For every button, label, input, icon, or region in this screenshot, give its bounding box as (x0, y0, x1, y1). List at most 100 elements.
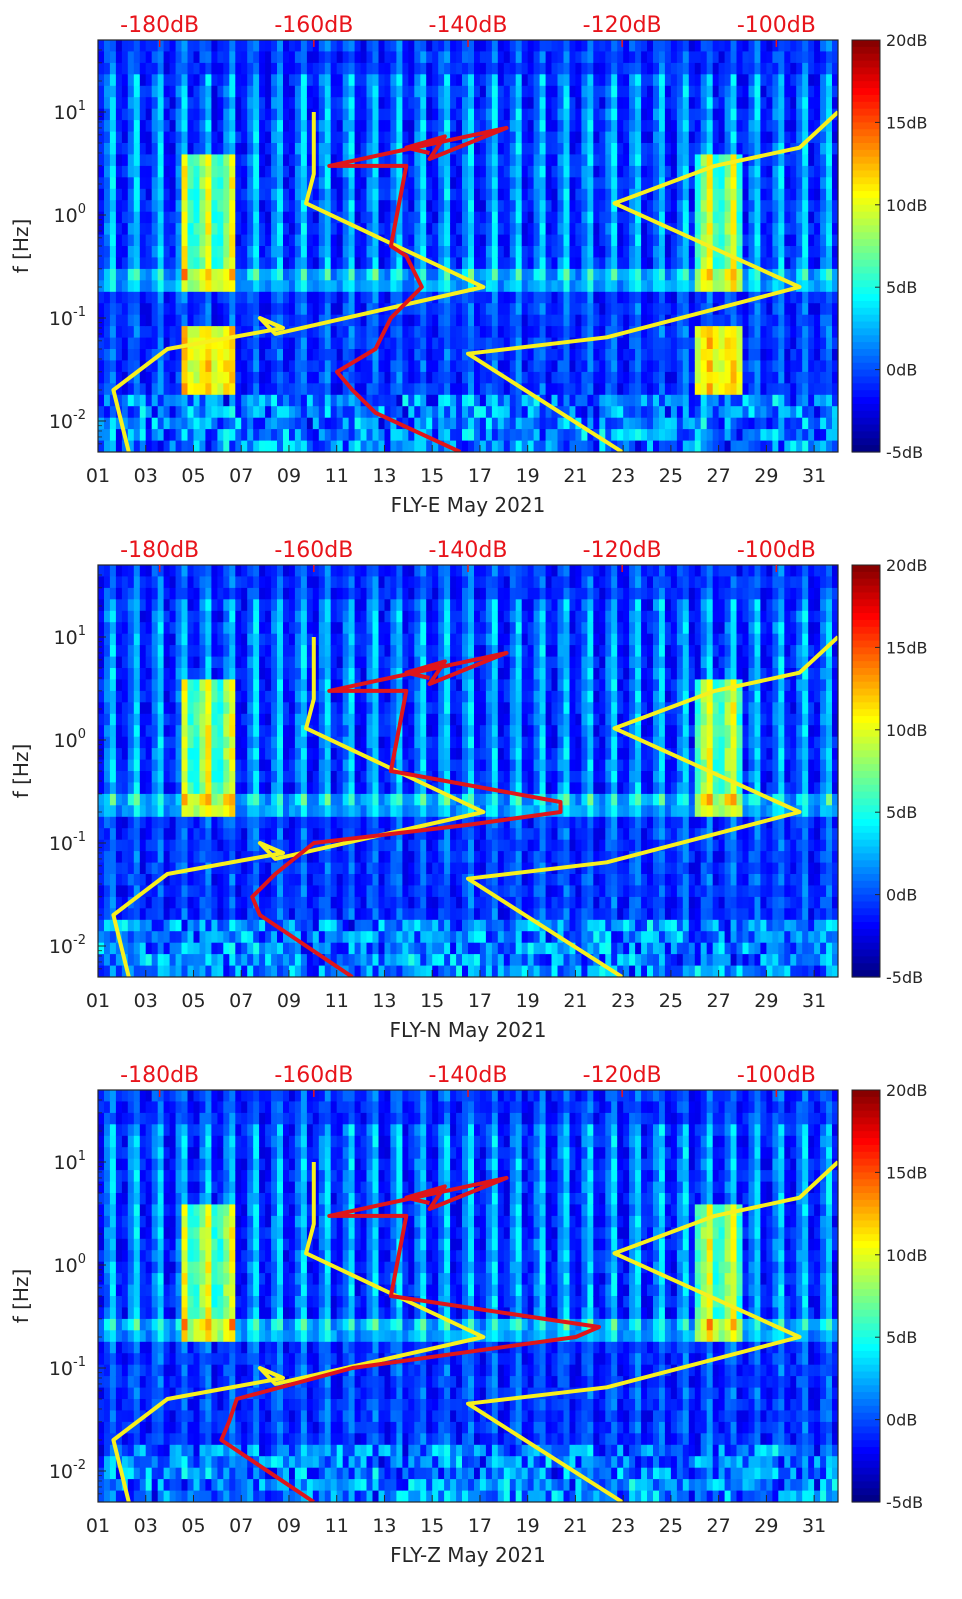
top-axis-label: -160dB (274, 538, 353, 563)
y-axis-title: f [Hz] (9, 744, 33, 799)
x-tick-label: 23 (611, 465, 635, 487)
panel-fly-e: 01 03 05 07 09 11 13 15 17 19 21 23 25 27 29 31 FLY-E Ma… (9, 13, 928, 517)
x-axis-title: FLY-N May 2021 (390, 1018, 547, 1042)
x-tick-label: 19 (516, 990, 540, 1012)
y-tick-label: 10-2 (49, 933, 86, 958)
x-tick-label: 17 (468, 465, 492, 487)
noise-model-curve-low (111, 1162, 486, 1502)
y-tick-label: 10-1 (49, 830, 86, 855)
colorbar-tick-label: 15dB (886, 1163, 928, 1182)
x-tick-label: 03 (134, 465, 158, 487)
top-axis-label: -120dB (583, 13, 662, 38)
x-tick-label: 31 (802, 1515, 826, 1537)
x-tick-label: 09 (277, 990, 301, 1012)
x-tick-label: 17 (468, 990, 492, 1012)
top-axis-label: -140dB (429, 538, 508, 563)
top-axis-label: -160dB (274, 1063, 353, 1088)
y-tick-label: 10-2 (49, 1458, 86, 1483)
x-tick-label: 27 (707, 465, 731, 487)
top-axis-label: -180dB (120, 13, 199, 38)
x-tick-label: 29 (754, 1515, 778, 1537)
x-tick-label: 13 (372, 1515, 396, 1537)
x-tick-label: 29 (754, 465, 778, 487)
colorbar-frame (851, 39, 881, 453)
x-tick-label: 19 (516, 465, 540, 487)
x-tick-label: 01 (86, 465, 110, 487)
x-tick-label: 23 (611, 990, 635, 1012)
colorbar-tick-label: -5dB (886, 1493, 923, 1512)
colorbar-tick-label: 5dB (886, 278, 917, 297)
colorbar: 20dB 15dB 10dB 5dB 0dB -5dB (851, 31, 928, 462)
x-tick-label: 11 (325, 1515, 349, 1537)
x-tick-label: 25 (659, 990, 683, 1012)
panel-fly-z: 01 03 05 07 09 11 13 15 17 19 21 23 25 27 29 31 FLY-Z Ma… (9, 1063, 928, 1567)
colorbar-tick-label: -5dB (886, 968, 923, 987)
y-axis-title: f [Hz] (9, 219, 33, 274)
x-tick-label: 11 (325, 465, 349, 487)
x-tick-label: 03 (134, 1515, 158, 1537)
top-axis-label: -160dB (274, 13, 353, 38)
colorbar-tick-label: 20dB (886, 31, 928, 50)
x-tick-label: 17 (468, 1515, 492, 1537)
colorbar-tick-label: 20dB (886, 1081, 928, 1100)
top-axis-label: -100dB (737, 538, 816, 563)
colorbar-frame (851, 1089, 881, 1503)
x-tick-label: 13 (372, 465, 396, 487)
x-tick-label: 19 (516, 1515, 540, 1537)
noise-model-curve-high (466, 1160, 838, 1502)
psd-curve (219, 1175, 601, 1502)
x-tick-label: 09 (277, 1515, 301, 1537)
colorbar-tick-label: 0dB (886, 361, 917, 380)
x-tick-label: 15 (420, 465, 444, 487)
colorbar: 20dB 15dB 10dB 5dB 0dB -5dB (851, 556, 928, 987)
y-axis-title: f [Hz] (9, 1269, 33, 1324)
colorbar-tick-label: 5dB (886, 803, 917, 822)
y-tick-label: 100 (54, 727, 86, 752)
noise-model-curve-low (111, 112, 486, 452)
x-tick-label: 23 (611, 1515, 635, 1537)
panel-fly-n: 01 03 05 07 09 11 13 15 17 19 21 23 25 27 29 31 FLY-N Ma… (9, 538, 928, 1042)
y-tick-label: 100 (54, 1252, 86, 1277)
colorbar: 20dB 15dB 10dB 5dB 0dB -5dB (851, 1081, 928, 1512)
top-axis-label: -140dB (429, 13, 508, 38)
top-axis-label: -180dB (120, 538, 199, 563)
x-tick-label: 21 (563, 1515, 587, 1537)
x-tick-label: 03 (134, 990, 158, 1012)
top-axis-label: -120dB (583, 1063, 662, 1088)
noise-model-curve-high (466, 110, 838, 452)
y-tick-label: 10-1 (49, 1355, 86, 1380)
colorbar-tick-label: -5dB (886, 443, 923, 462)
colorbar-tick-label: 10dB (886, 1246, 928, 1265)
x-tick-label: 21 (563, 990, 587, 1012)
x-tick-label: 05 (181, 990, 205, 1012)
y-tick-label: 100 (54, 202, 86, 227)
x-tick-label: 05 (181, 465, 205, 487)
x-tick-label: 21 (563, 465, 587, 487)
colorbar-tick-label: 0dB (886, 886, 917, 905)
top-axis-label: -100dB (737, 13, 816, 38)
x-tick-label: 25 (659, 1515, 683, 1537)
y-tick-label: 101 (54, 624, 86, 649)
colorbar-tick-label: 20dB (886, 556, 928, 575)
colorbar-tick-label: 15dB (886, 638, 928, 657)
x-tick-label: 05 (181, 1515, 205, 1537)
x-tick-label: 15 (420, 1515, 444, 1537)
top-axis-label: -180dB (120, 1063, 199, 1088)
x-tick-label: 13 (372, 990, 396, 1012)
y-tick-label: 101 (54, 99, 86, 124)
x-tick-label: 25 (659, 465, 683, 487)
colorbar-tick-label: 5dB (886, 1328, 917, 1347)
x-tick-label: 15 (420, 990, 444, 1012)
spectrogram (98, 40, 838, 452)
x-tick-label: 11 (325, 990, 349, 1012)
top-axis-label: -140dB (429, 1063, 508, 1088)
y-tick-label: 10-1 (49, 305, 86, 330)
x-tick-label: 01 (86, 1515, 110, 1537)
noise-model-curve-low (111, 637, 486, 977)
psd-curve (250, 650, 563, 977)
x-tick-label: 27 (707, 1515, 731, 1537)
x-tick-label: 29 (754, 990, 778, 1012)
x-tick-label: 27 (707, 990, 731, 1012)
spectrogram (98, 565, 838, 977)
